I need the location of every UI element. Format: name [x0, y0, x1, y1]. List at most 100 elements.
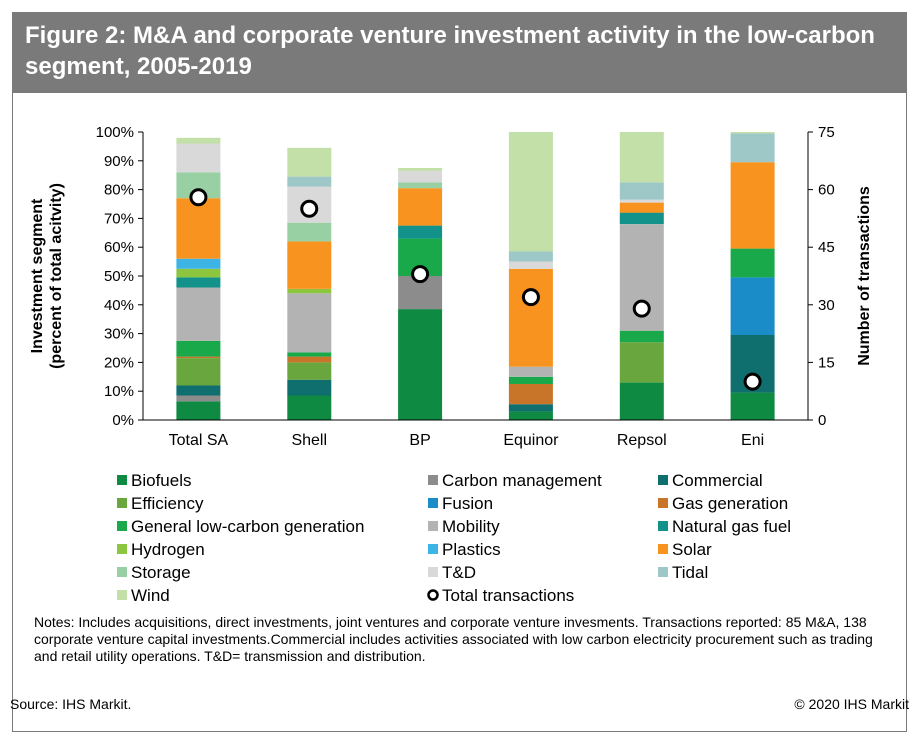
- y-axis-title-line: (percent of total acitvity): [48, 183, 65, 369]
- bar-segment-shell-solar: [287, 241, 332, 289]
- bar-segment-equinor-general-low-carbon-generation: [508, 376, 553, 384]
- legend-item-hydrogen: Hydrogen: [117, 540, 205, 559]
- x-tick-label: BP: [409, 432, 430, 449]
- bar-segment-bp-natural-gas-fuel: [398, 225, 443, 239]
- y-tick-label: 0%: [112, 412, 134, 429]
- legend-label: T&D: [442, 563, 476, 582]
- legend-label: Plastics: [442, 540, 501, 559]
- legend-label: Mobility: [442, 517, 500, 536]
- legend-item-tidal: Tidal: [658, 563, 708, 582]
- bar-segment-repsol-natural-gas-fuel: [619, 212, 664, 225]
- bar-segment-shell-storage: [287, 222, 332, 242]
- legend-label: Commercial: [672, 471, 763, 490]
- legend-swatch: [117, 590, 127, 600]
- transaction-marker-repsol: [632, 299, 651, 318]
- bar-segment-equinor-gas-generation: [508, 384, 553, 405]
- y-tick-label: 10%: [104, 383, 134, 400]
- legend-item-storage: Storage: [117, 563, 191, 582]
- y-tick-label: 20%: [104, 354, 134, 371]
- transaction-marker-shell: [300, 199, 319, 218]
- y2-tick-label: 30: [818, 297, 835, 314]
- y2-tick-label: 45: [818, 239, 835, 256]
- legend-label: Gas generation: [672, 494, 788, 513]
- legend-item-total-transactions: Total transactions: [427, 586, 574, 605]
- bar-segment-repsol-wind: [619, 132, 664, 183]
- transaction-marker-eni: [743, 372, 762, 391]
- legend-item-carbon-management: Carbon management: [428, 471, 602, 490]
- bar-segment-eni-wind: [730, 132, 775, 134]
- x-tick-label: Repsol: [617, 432, 667, 449]
- bar-segment-equinor-tidal: [508, 251, 553, 262]
- bar-segment-equinor-commercial: [508, 404, 553, 412]
- chart-source: Source: IHS Markit.: [10, 696, 132, 712]
- bar-segment-equinor-wind: [508, 132, 553, 252]
- y2-tick-label: 0: [818, 412, 826, 429]
- transaction-marker-total-sa: [189, 188, 208, 207]
- legend-item-wind: Wind: [117, 586, 170, 605]
- legend-swatch: [427, 589, 439, 601]
- bar-segment-total-sa-natural-gas-fuel: [176, 277, 221, 288]
- bar-segment-bp-tandd: [398, 170, 443, 183]
- bar-segment-shell-general-low-carbon-generation: [287, 352, 332, 357]
- legend-item-solar: Solar: [658, 540, 712, 559]
- legend-item-biofuels: Biofuels: [117, 471, 191, 490]
- axes-layer: 0% 10% 20% 30% 40% 50% 60% 70% 80% 90% 100% 0 15 30 45…: [29, 124, 873, 449]
- legend-label: Solar: [672, 540, 712, 559]
- y-tick-label: 70%: [104, 210, 134, 227]
- y-tick-label: 90%: [104, 153, 134, 170]
- x-tick-label: Shell: [291, 432, 327, 449]
- bar-segment-total-sa-carbon-management: [176, 395, 221, 402]
- legend-swatch: [428, 475, 438, 485]
- legend-item-fusion: Fusion: [428, 494, 493, 513]
- y2-tick-label: 75: [818, 124, 835, 141]
- bar-segment-bp-wind: [398, 168, 443, 171]
- bar-segment-total-sa-hydrogen: [176, 268, 221, 278]
- bar-segment-shell-gas-generation: [287, 356, 332, 363]
- legend-item-tandd: T&D: [428, 563, 476, 582]
- y-tick-label: 80%: [104, 182, 134, 199]
- legend-swatch: [658, 498, 668, 508]
- legend-item-gas-generation: Gas generation: [658, 494, 788, 513]
- legend-swatch: [658, 544, 668, 554]
- legend-label: Fusion: [442, 494, 493, 513]
- bars-layer: [176, 132, 775, 420]
- bar-segment-total-sa-gas-generation: [176, 356, 221, 358]
- bar-segment-equinor-mobility: [508, 366, 553, 377]
- legend-swatch: [658, 475, 668, 485]
- legend-item-general-low-carbon-generation: General low-carbon generation: [117, 517, 364, 536]
- legend-swatch: [428, 544, 438, 554]
- legend-label: Carbon management: [442, 471, 602, 490]
- legend: Biofuels Carbon management Commercial Effic…: [117, 471, 791, 605]
- bar-segment-total-sa-wind: [176, 137, 221, 144]
- chart-copyright: © 2020 IHS Markit: [794, 696, 909, 712]
- legend-label: Biofuels: [131, 471, 191, 490]
- bar-segment-bp-storage: [398, 182, 443, 189]
- legend-label: General low-carbon generation: [131, 517, 364, 536]
- x-tick-label: Eni: [741, 432, 764, 449]
- bar-segment-eni-solar: [730, 162, 775, 249]
- bar-segment-bp-solar: [398, 188, 443, 226]
- legend-swatch: [117, 544, 127, 554]
- bar-segment-total-sa-mobility: [176, 287, 221, 341]
- x-tick-label: Total SA: [169, 432, 229, 449]
- bar-segment-equinor-biofuels: [508, 411, 553, 420]
- legend-item-plastics: Plastics: [428, 540, 501, 559]
- x-tick-label: Equinor: [503, 432, 559, 449]
- legend-swatch: [117, 521, 127, 531]
- legend-item-commercial: Commercial: [658, 471, 763, 490]
- bar-segment-bp-biofuels: [398, 309, 443, 420]
- legend-swatch: [117, 498, 127, 508]
- transaction-markers-layer: [189, 188, 762, 391]
- bar-segment-repsol-tandd: [619, 199, 664, 203]
- y-tick-label: 60%: [104, 239, 134, 256]
- transaction-marker-equinor: [521, 288, 540, 307]
- bar-segment-shell-biofuels: [287, 395, 332, 420]
- bar-segment-repsol-biofuels: [619, 382, 664, 420]
- y-axis-title: Investment segment (percent of total acit…: [29, 183, 65, 369]
- y-tick-label: 50%: [104, 268, 134, 285]
- legend-swatch: [658, 521, 668, 531]
- y-axis-title-line: Investment segment: [29, 198, 46, 353]
- bar-segment-total-sa-biofuels: [176, 401, 221, 420]
- legend-item-mobility: Mobility: [428, 517, 500, 536]
- bar-segment-shell-mobility: [287, 293, 332, 353]
